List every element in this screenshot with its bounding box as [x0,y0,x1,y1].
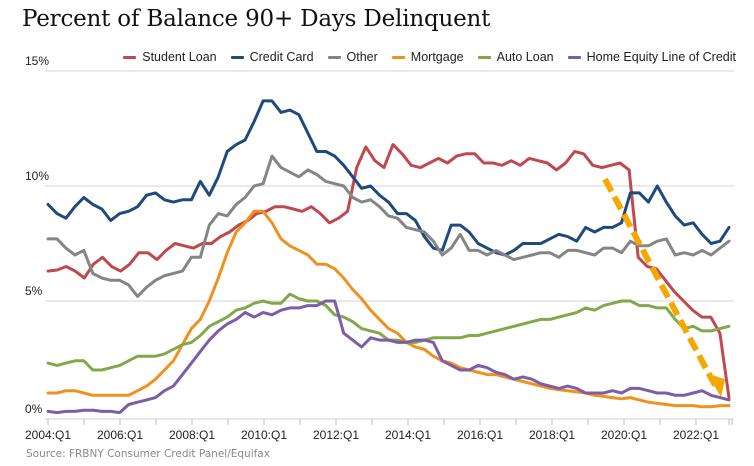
legend-label: Student Loan [142,50,217,64]
x-tick-label: 2014:Q1 [385,428,431,442]
legend-item: Credit Card [230,50,314,64]
chart-title: Percent of Balance 90+ Days Delinquent [22,6,491,32]
chart-source: Source: FRBNY Consumer Credit Panel/Equi… [26,448,270,460]
x-tick-label: 2018:Q1 [529,428,575,442]
legend-swatch [123,55,137,59]
legend-item: Auto Loan [477,50,554,64]
x-tick-label: 2020:Q1 [601,428,647,442]
annotation-dashed-arrow [602,177,718,387]
x-tick-label: 2010:Q1 [241,428,287,442]
x-tick-label: 2004:Q1 [25,428,71,442]
y-tick-label: 5% [25,284,43,298]
legend-label: Auto Loan [496,50,554,64]
x-tick-label: 2022:Q1 [673,428,719,442]
chart-legend: Student Loan Credit Card Other Mortgage Auto… [123,50,736,64]
legend-item: Home Equity Line of Credit [567,50,736,64]
y-tick-label: 10% [25,169,49,183]
legend-item: Other [327,50,378,64]
x-tick-label: 2006:Q1 [97,428,143,442]
legend-label: Mortgage [410,50,464,64]
legend-item: Student Loan [123,50,217,64]
series-line-mortgage [46,209,731,409]
series-line-home-equity-line-of-credit [46,299,731,415]
legend-swatch [230,55,244,59]
y-tick-label: 0% [25,402,43,416]
legend-swatch [391,55,405,59]
legend-label: Credit Card [249,50,314,64]
legend-swatch [477,55,491,59]
legend-swatch [327,55,341,59]
legend-swatch [567,55,581,59]
x-tick-label: 2012:Q1 [313,428,359,442]
series-line-other [46,154,731,298]
x-tick-label: 2016:Q1 [457,428,503,442]
x-tick-label: 2008:Q1 [169,428,215,442]
y-tick-label: 15% [25,54,49,68]
annotation-arrowhead [707,373,725,398]
series-line-credit-card [46,99,731,257]
legend-item: Mortgage [391,50,464,64]
series-line-auto-loan [46,292,731,372]
legend-label: Other [346,50,378,64]
series-line-student-loan [46,143,731,400]
legend-label: Home Equity Line of Credit [586,50,736,64]
